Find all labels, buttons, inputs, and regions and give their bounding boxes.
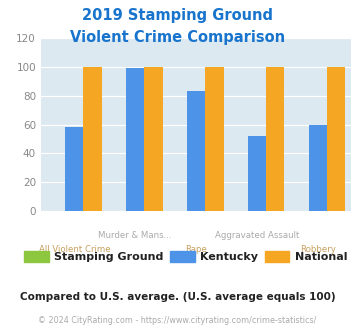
Text: Aggravated Assault: Aggravated Assault	[215, 231, 299, 240]
Bar	[144, 67, 163, 211]
Bar	[309, 124, 327, 211]
Text: All Violent Crime: All Violent Crime	[38, 245, 110, 253]
Text: Rape: Rape	[185, 245, 207, 253]
Bar	[83, 67, 102, 211]
Bar	[248, 136, 266, 211]
Bar	[266, 67, 284, 211]
Bar	[65, 127, 83, 211]
Text: Violent Crime Comparison: Violent Crime Comparison	[70, 30, 285, 45]
Text: Compared to U.S. average. (U.S. average equals 100): Compared to U.S. average. (U.S. average …	[20, 292, 335, 302]
Bar	[327, 67, 345, 211]
Bar	[187, 91, 205, 211]
Legend: Stamping Ground, Kentucky, National: Stamping Ground, Kentucky, National	[20, 247, 352, 267]
Text: Robbery: Robbery	[300, 245, 336, 253]
Bar	[126, 68, 144, 211]
Text: 2019 Stamping Ground: 2019 Stamping Ground	[82, 8, 273, 23]
Bar	[205, 67, 224, 211]
Text: Murder & Mans...: Murder & Mans...	[98, 231, 172, 240]
Text: © 2024 CityRating.com - https://www.cityrating.com/crime-statistics/: © 2024 CityRating.com - https://www.city…	[38, 316, 317, 325]
